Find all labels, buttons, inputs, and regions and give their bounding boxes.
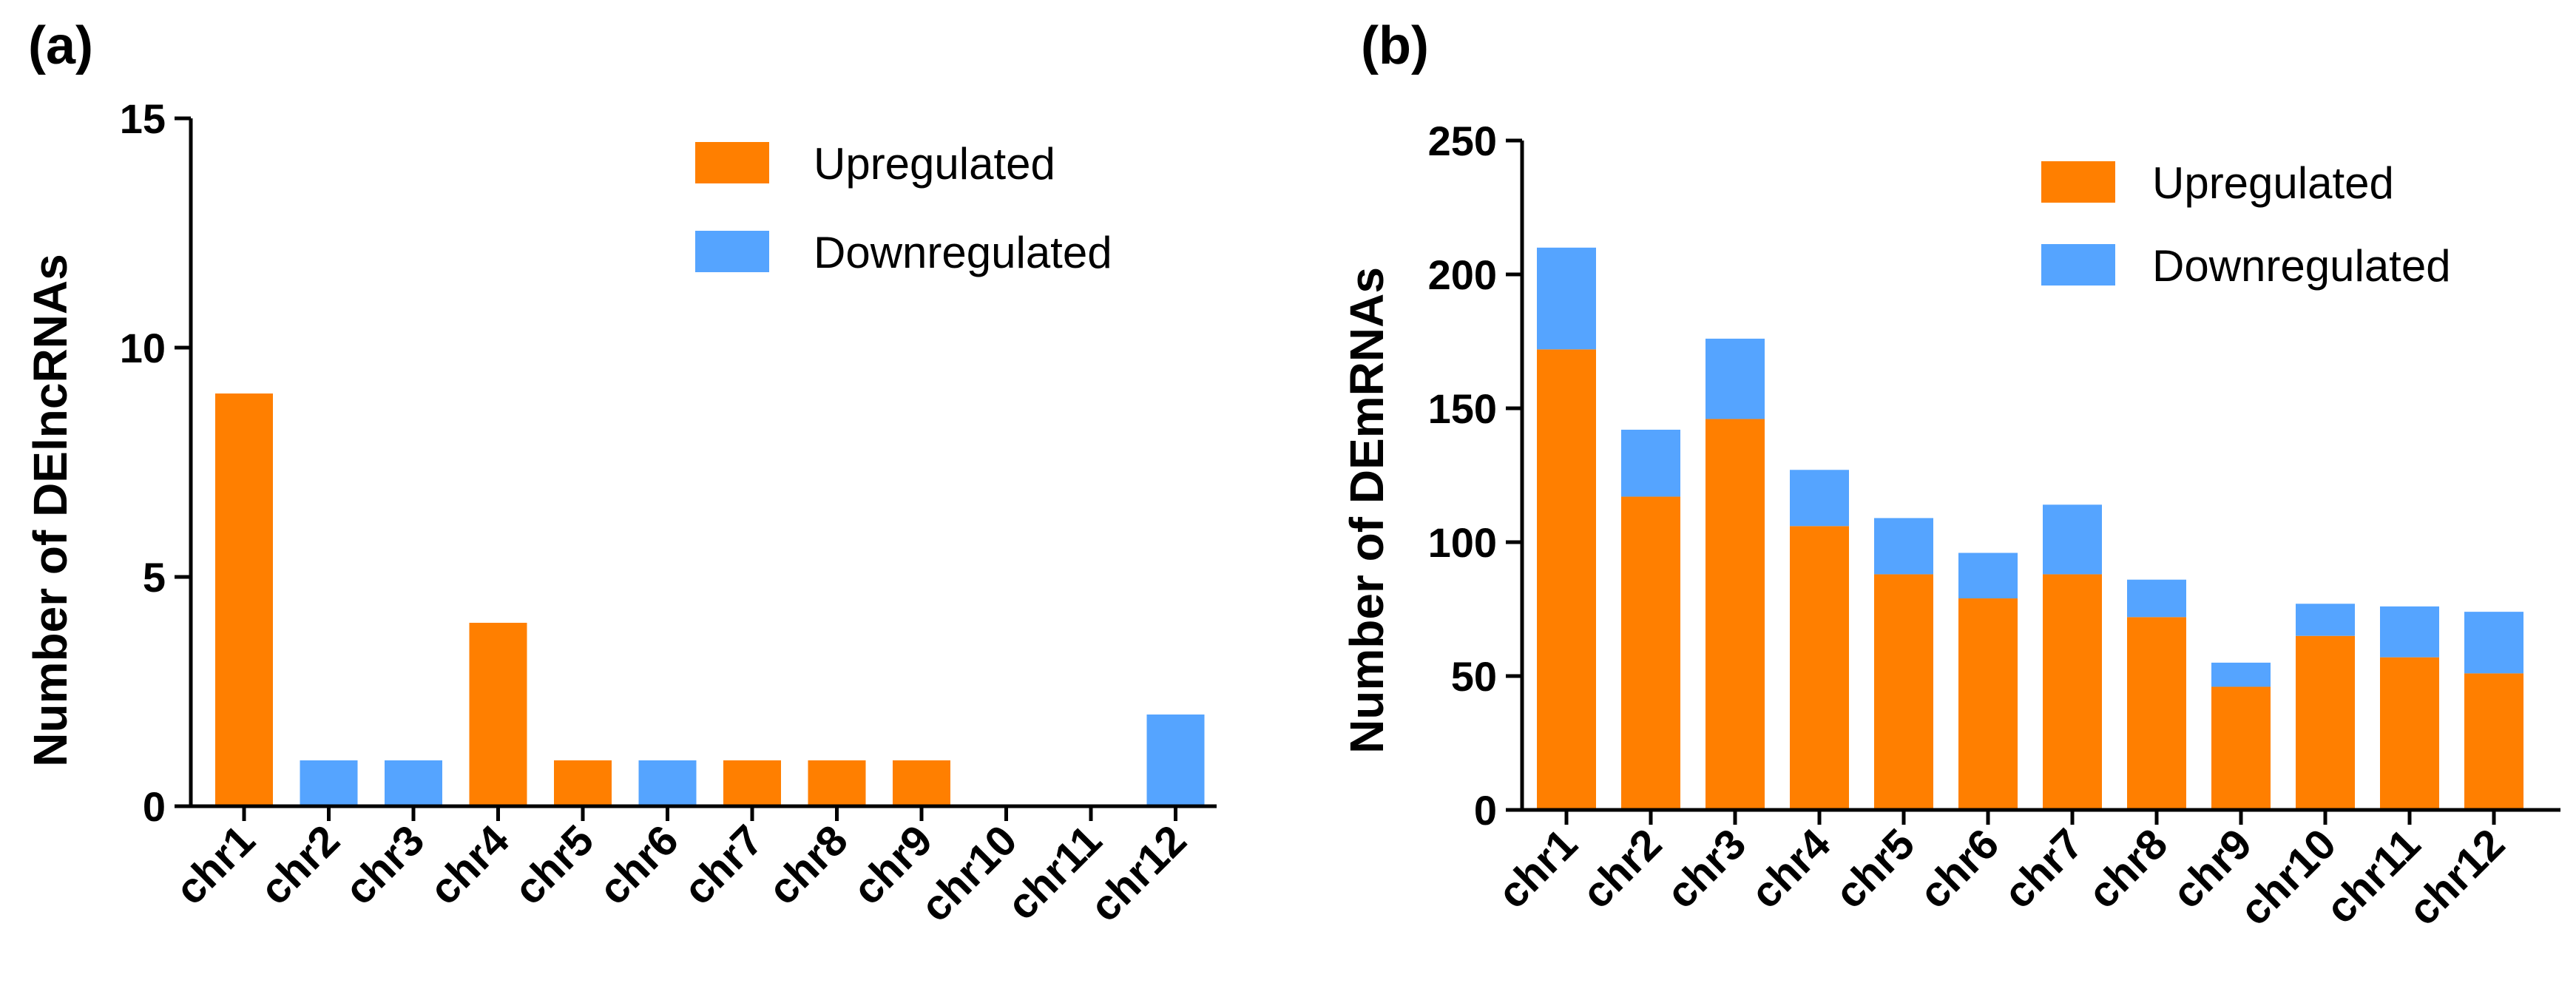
panel-b-bar-down-chr2 xyxy=(1621,429,1680,497)
panel-b-bar-up-chr4 xyxy=(1790,526,1849,810)
panel-b-bar-up-chr9 xyxy=(2211,686,2271,810)
panel-a-x-tick-label-chr4: chr4 xyxy=(420,816,518,914)
panel-a-x-tick-label-chr8: chr8 xyxy=(759,816,857,914)
panel-a-y-tick-label: 0 xyxy=(143,783,166,830)
panel-a-bar-down-chr12 xyxy=(1146,715,1205,806)
panel-b-y-tick-label: 250 xyxy=(1428,118,1497,164)
panel-a-y-axis-title: Number of DElncRNAs xyxy=(24,254,77,766)
panel-b-bar-up-chr11 xyxy=(2380,657,2439,810)
panel-b-bar-down-chr1 xyxy=(1537,247,1596,350)
panel-a-chart: (a) Upregulated Downregulated Number of … xyxy=(24,16,1217,931)
panel-b-bar-up-chr2 xyxy=(1621,496,1680,810)
panel-b-bar-down-chr5 xyxy=(1874,518,1933,575)
panel-b-x-tick-label-chr3: chr3 xyxy=(1657,820,1756,918)
panel-a-bar-up-chr4 xyxy=(469,623,527,806)
panel-b-y-tick-label: 150 xyxy=(1428,385,1497,432)
panel-b-bar-up-chr7 xyxy=(2043,574,2102,810)
panel-a-x-tick-label-chr5: chr5 xyxy=(505,816,604,914)
panel-a-bar-up-chr1 xyxy=(215,393,273,806)
panel-a-x-tick-label-chr6: chr6 xyxy=(589,816,688,914)
panel-b-bar-down-chr12 xyxy=(2464,612,2523,674)
panel-b-axes: 050100150200250chr1chr2chr3chr4chr5chr6c… xyxy=(1428,118,2560,935)
panel-b-x-tick-label-chr2: chr2 xyxy=(1573,820,1671,918)
panel-b-bar-down-chr4 xyxy=(1790,470,1849,527)
panel-b-bar-down-chr7 xyxy=(2043,504,2102,575)
panel-b-x-tick-label-chr10: chr10 xyxy=(2231,820,2345,934)
panel-b-label: (b) xyxy=(1361,16,1429,75)
panel-a-bar-up-chr5 xyxy=(554,760,612,806)
panel-a-legend-label-down: Downregulated xyxy=(814,228,1112,277)
panel-a-x-tick-label-chr2: chr2 xyxy=(251,816,349,914)
panel-b-x-tick-label-chr5: chr5 xyxy=(1826,820,1924,918)
panel-b-bar-up-chr3 xyxy=(1705,419,1765,810)
panel-b-y-tick-label: 50 xyxy=(1451,653,1497,700)
panel-a-x-tick-label-chr1: chr1 xyxy=(166,816,265,914)
panel-a-x-tick-label-chr7: chr7 xyxy=(675,816,773,914)
panel-b-bar-up-chr1 xyxy=(1537,349,1596,810)
panel-a-x-tick-label-chr3: chr3 xyxy=(336,816,434,914)
panel-b-legend: Upregulated Downregulated xyxy=(2041,158,2451,291)
panel-b-legend-label-down: Downregulated xyxy=(2152,241,2451,291)
panel-a-x-tick-label-chr11: chr11 xyxy=(998,816,1111,929)
panel-b-bar-up-chr6 xyxy=(1958,598,2018,810)
panel-a-x-tick-label-chr10: chr10 xyxy=(911,816,1026,930)
panel-b-y-axis-title: Number of DEmRNAs xyxy=(1340,267,1393,754)
panel-a-legend: Upregulated Downregulated xyxy=(695,139,1112,277)
panel-a-y-tick-label: 10 xyxy=(120,325,166,371)
panel-b-x-tick-label-chr11: chr11 xyxy=(2316,820,2430,933)
panel-a-label: (a) xyxy=(28,16,93,75)
panel-b-bar-down-chr6 xyxy=(1958,553,2018,599)
panel-b-x-tick-label-chr4: chr4 xyxy=(1742,820,1840,918)
panel-b-bar-down-chr9 xyxy=(2211,662,2271,687)
panel-a-bar-up-chr9 xyxy=(893,760,950,806)
panel-a-x-tick-label-chr12: chr12 xyxy=(1081,816,1195,930)
panel-b-y-tick-label: 200 xyxy=(1428,251,1497,298)
panel-b-y-tick-label: 0 xyxy=(1474,787,1497,834)
panel-a-y-tick-label: 5 xyxy=(143,554,166,601)
panel-b-x-tick-label-chr7: chr7 xyxy=(1995,820,2093,918)
panel-b-bar-down-chr11 xyxy=(2380,606,2439,658)
panel-a-legend-swatch-down xyxy=(695,231,769,272)
panel-b-bar-down-chr8 xyxy=(2127,579,2186,618)
panel-b-bar-up-chr10 xyxy=(2296,635,2355,810)
panel-a-legend-label-up: Upregulated xyxy=(814,139,1055,189)
panel-a-y-tick-label: 15 xyxy=(120,95,166,142)
panel-b-bar-up-chr5 xyxy=(1874,574,1933,810)
panel-a-legend-swatch-up xyxy=(695,142,769,183)
panel-b-legend-label-up: Upregulated xyxy=(2152,158,2394,208)
panel-b-bar-down-chr3 xyxy=(1705,338,1765,419)
panel-b-legend-swatch-down xyxy=(2041,244,2115,286)
panel-b-bar-down-chr10 xyxy=(2296,604,2355,636)
panel-a-bar-down-chr2 xyxy=(300,760,358,806)
panel-b-x-tick-label-chr8: chr8 xyxy=(2079,820,2177,918)
panel-b-bars xyxy=(1537,247,2523,810)
panel-b-y-tick-label: 100 xyxy=(1428,519,1497,566)
panel-b-x-tick-label-chr6: chr6 xyxy=(1910,820,2009,918)
panel-a-bar-down-chr3 xyxy=(385,760,442,806)
panel-a-bar-down-chr6 xyxy=(638,760,697,806)
panel-b-bar-up-chr12 xyxy=(2464,673,2523,810)
panel-a-bars xyxy=(215,393,1205,806)
panel-b-x-tick-label-chr1: chr1 xyxy=(1489,820,1587,918)
panel-b-legend-swatch-up xyxy=(2041,161,2115,203)
panel-b-x-tick-label-chr12: chr12 xyxy=(2399,820,2514,934)
panel-a-bar-up-chr7 xyxy=(723,760,781,806)
panel-b-chart: (b) Upregulated Downregulated Number of … xyxy=(1340,16,2560,935)
panel-a-bar-up-chr8 xyxy=(808,760,866,806)
panel-b-bar-up-chr8 xyxy=(2127,617,2186,810)
